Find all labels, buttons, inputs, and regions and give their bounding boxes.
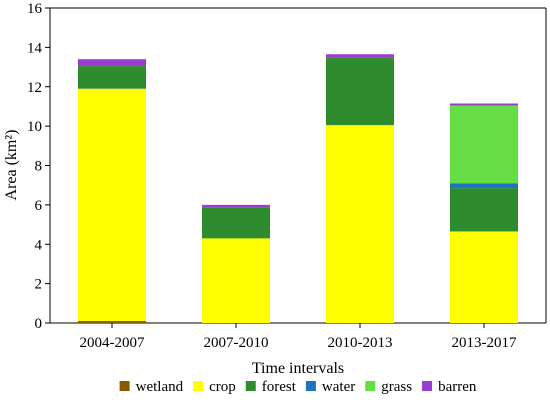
y-tick-label: 10 xyxy=(27,119,42,135)
bar-segment-crop xyxy=(326,125,394,323)
bar-segment-forest xyxy=(326,57,394,126)
y-tick-label: 12 xyxy=(27,80,42,96)
legend-swatch-grass xyxy=(365,381,376,391)
bar-segment-grass xyxy=(450,105,518,184)
y-tick-group: 0 2 4 6 8 10 12 14 16 xyxy=(27,1,50,332)
bar-segment-barren xyxy=(78,59,146,67)
legend-swatch-forest xyxy=(245,381,256,391)
legend-swatch-barren xyxy=(422,381,433,391)
x-tick-group: 2004-2007 2007-2010 2010-2013 2013-2017 xyxy=(80,323,517,351)
legend-label-crop: crop xyxy=(209,379,236,395)
y-tick-label: 2 xyxy=(35,277,43,293)
legend-swatch-water xyxy=(305,381,316,391)
bar-group xyxy=(78,54,518,323)
bar-segment-barren xyxy=(202,204,270,208)
legend-swatch-crop xyxy=(193,381,204,391)
bar-segment-barren xyxy=(326,54,394,58)
x-tick-label: 2004-2007 xyxy=(80,335,145,351)
y-tick-label: 0 xyxy=(35,316,43,332)
legend-label-water: water xyxy=(322,379,355,395)
y-tick-label: 4 xyxy=(35,237,43,253)
y-tick-label: 6 xyxy=(35,198,43,214)
legend-label-wetland: wetland xyxy=(136,379,184,395)
y-tick-label: 8 xyxy=(35,159,43,175)
bar-segment-barren xyxy=(450,103,518,106)
legend: wetland crop forest water grass barren xyxy=(119,379,477,395)
x-tick-label: 2007-2010 xyxy=(204,335,269,351)
bar-segment-wetland xyxy=(78,321,146,323)
bar-segment-crop xyxy=(78,88,146,322)
y-tick-label: 14 xyxy=(27,40,43,56)
legend-label-barren: barren xyxy=(438,379,477,395)
bar-segment-forest xyxy=(78,66,146,89)
legend-label-forest: forest xyxy=(262,379,297,395)
x-tick-label: 2013-2017 xyxy=(452,335,517,351)
x-axis-title: Time intervals xyxy=(252,360,344,377)
y-axis-title: Area (km²) xyxy=(3,130,20,201)
bar-segment-crop xyxy=(450,231,518,323)
bar-segment-crop xyxy=(202,238,270,323)
legend-swatch-wetland xyxy=(119,381,130,391)
bar-segment-forest xyxy=(202,207,270,239)
y-tick-label: 16 xyxy=(27,1,43,17)
legend-label-grass: grass xyxy=(381,379,412,395)
x-tick-label: 2010-2013 xyxy=(328,335,393,351)
bar-segment-forest xyxy=(450,188,518,232)
bar-segment-water xyxy=(450,183,518,189)
